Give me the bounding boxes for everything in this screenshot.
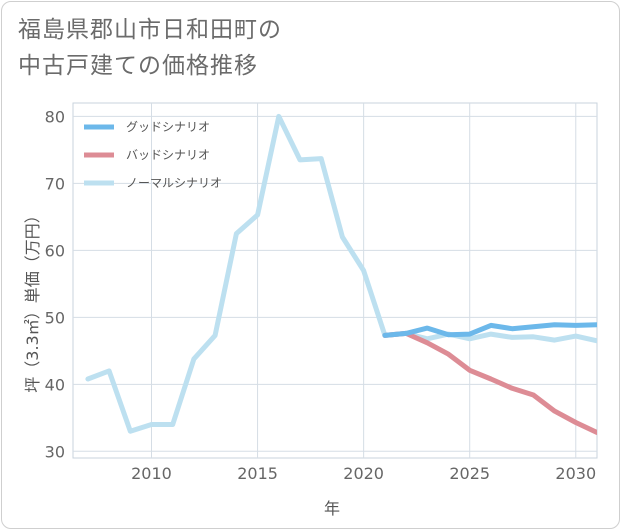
- x-tick-label: 2020: [343, 464, 384, 483]
- chart-title: 福島県郡山市日和田町の 中古戸建ての価格推移: [18, 12, 578, 84]
- chart-title-line-2: 中古戸建ての価格推移: [18, 53, 258, 79]
- series-line-2: [85, 113, 597, 434]
- x-tick-label: 2015: [237, 464, 278, 483]
- y-tick-label: 80: [45, 107, 65, 126]
- chart-title-line-1: 福島県郡山市日和田町の: [18, 17, 282, 43]
- series-line-0: [382, 322, 597, 338]
- plot-area: [72, 102, 598, 459]
- y-tick-label: 40: [45, 375, 65, 394]
- legend-label-0: グッドシナリオ: [126, 120, 210, 134]
- series-lines: [85, 113, 597, 435]
- y-tick-label: 30: [45, 442, 65, 461]
- x-tick-label: 2030: [555, 464, 596, 483]
- x-tick-label: 2025: [449, 464, 490, 483]
- y-tick-label: 70: [45, 174, 65, 193]
- series-line-1: [382, 330, 597, 435]
- y-tick-label: 60: [45, 241, 65, 260]
- legend-label-2: ノーマルシナリオ: [126, 176, 222, 190]
- y-tick-label: 50: [45, 308, 65, 327]
- tick-labels: 30 40 50 60 70 80 2010 2015 2020 2025 2030: [45, 107, 597, 483]
- x-tick-label: 2010: [131, 464, 172, 483]
- x-axis-title: 年: [324, 499, 340, 518]
- y-axis-title: 坪（3.3㎡）単価（万円）: [23, 207, 42, 392]
- grid: [73, 103, 597, 458]
- legend-label-1: バッドシナリオ: [126, 148, 210, 162]
